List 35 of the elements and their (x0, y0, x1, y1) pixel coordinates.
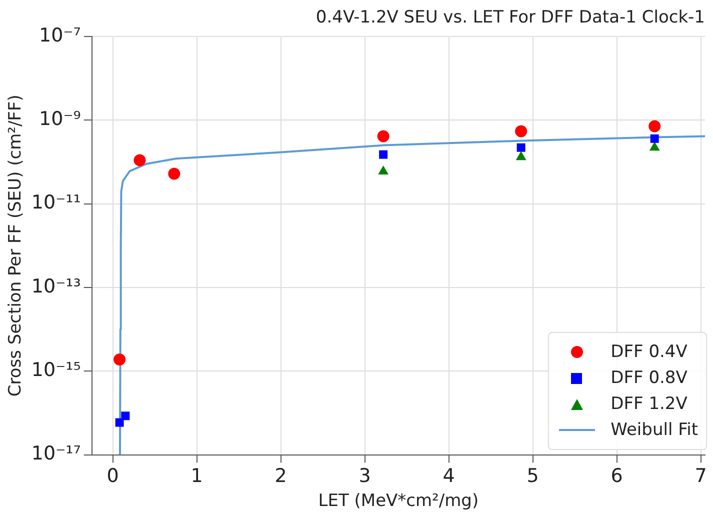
y-tick-label: 10⁻¹⁷ (31, 442, 81, 465)
y-tick-label: 10⁻¹⁵ (31, 359, 81, 382)
x-tick-label: 4 (442, 465, 455, 488)
y-tick-label: 10⁻⁹ (39, 108, 81, 130)
y-tick-label: 10⁻¹³ (31, 275, 81, 298)
point (516, 151, 526, 160)
legend-label: Weibull Fit (610, 420, 698, 440)
x-tick-label: 5 (526, 465, 539, 488)
point (114, 353, 126, 366)
y-axis-title: Cross Section Per FF (SEU) (cm²/FF) (6, 94, 26, 397)
x-axis-title: LET (MeV*cm²/mg) (318, 491, 479, 512)
legend-label: DFF 1.2V (610, 394, 688, 414)
x-tick-label: 7 (694, 465, 707, 488)
point (379, 150, 388, 159)
point (516, 143, 526, 152)
point (650, 134, 659, 143)
point (515, 125, 528, 138)
point (648, 120, 661, 132)
point (115, 418, 124, 427)
chart-title: 0.4V-1.2V SEU vs. LET For DFF Data-1 Clock-1 (316, 8, 705, 28)
x-tick-label: 6 (610, 465, 623, 488)
point (378, 166, 388, 175)
y-tick-label: 10⁻¹¹ (31, 192, 81, 214)
point (134, 154, 146, 166)
point (377, 130, 390, 142)
point (649, 142, 660, 151)
legend-label: DFF 0.4V (610, 342, 688, 362)
x-tick-label: 0 (106, 465, 119, 488)
legend-label: DFF 0.8V (610, 368, 688, 388)
x-tick-label: 1 (190, 465, 203, 488)
x-tick-label: 2 (274, 465, 287, 488)
point (121, 412, 130, 420)
point (168, 168, 180, 180)
y-tick-label: 10⁻⁷ (39, 24, 81, 46)
x-tick-label: 3 (358, 465, 371, 488)
